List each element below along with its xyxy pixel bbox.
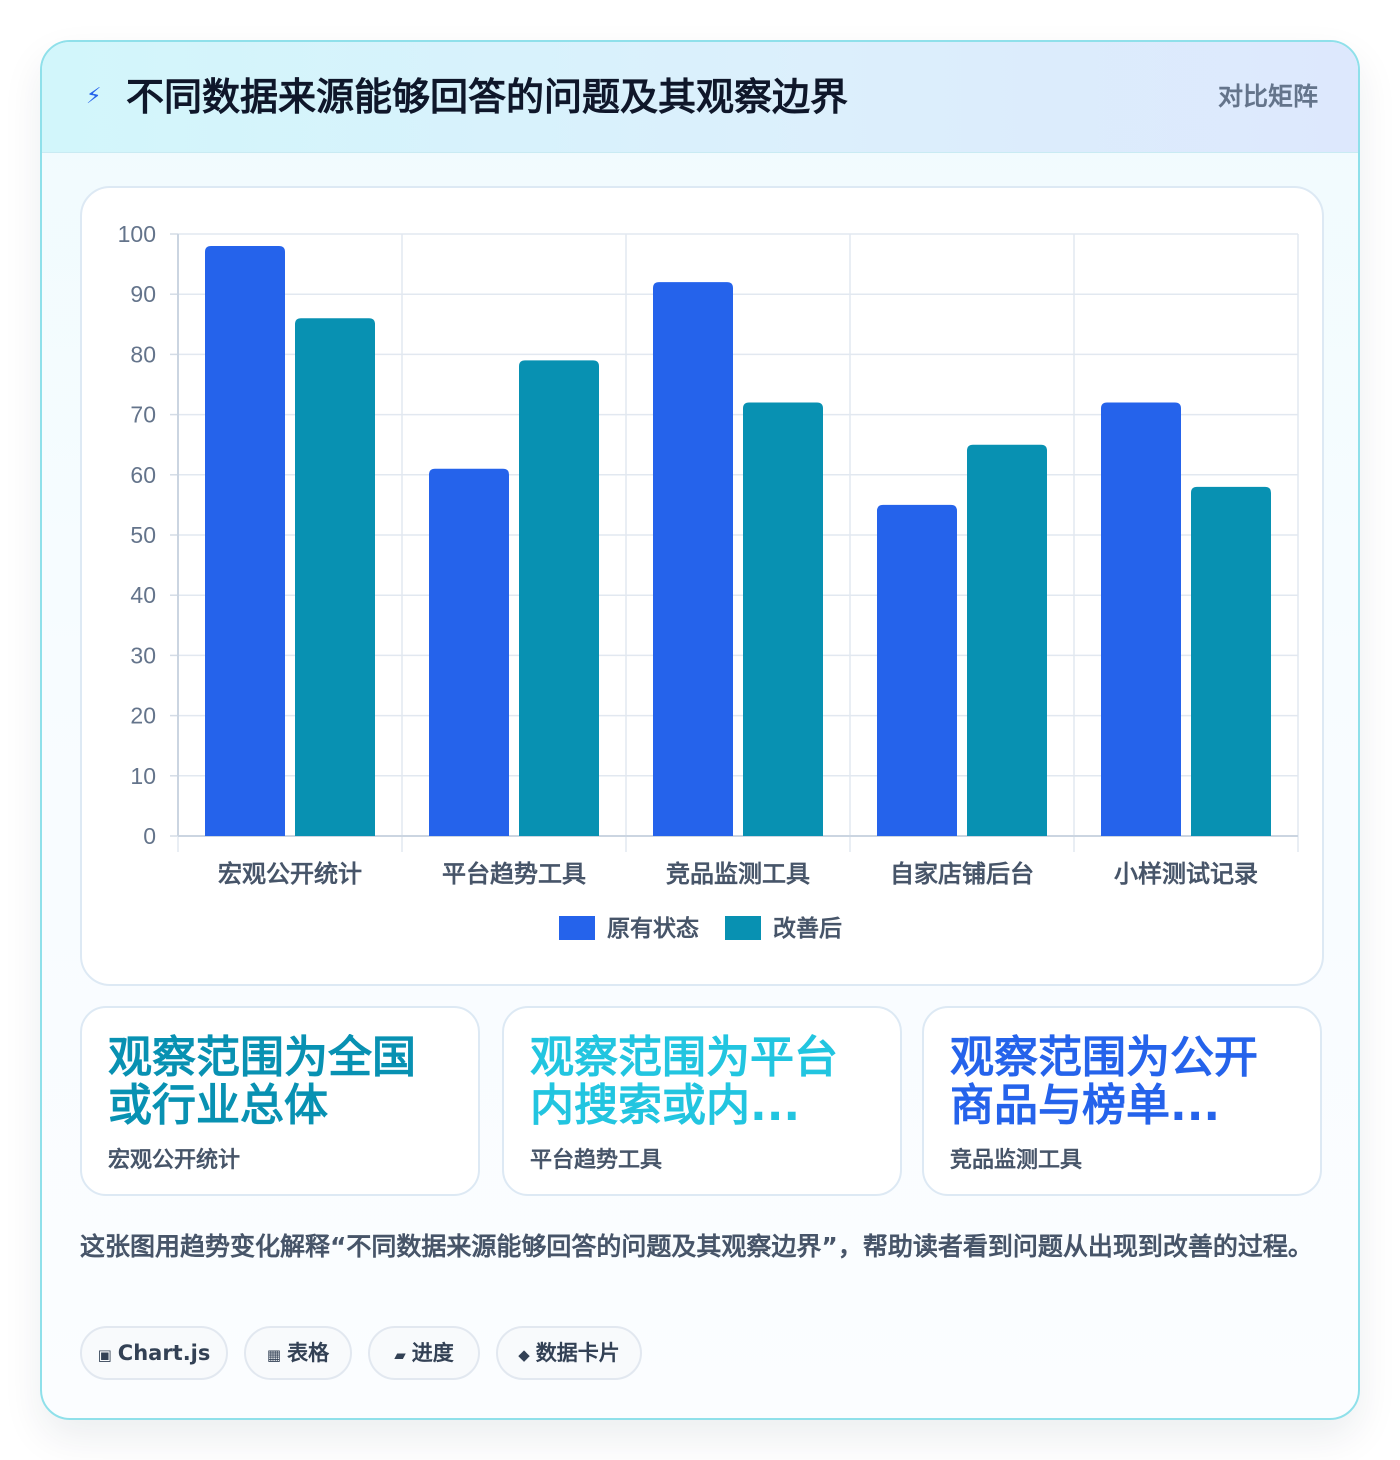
- y-tick-label: 20: [130, 703, 156, 729]
- bar: [1101, 402, 1181, 836]
- y-tick-label: 50: [130, 522, 156, 548]
- stat-label: 竞品监测工具: [950, 1148, 1083, 1173]
- tag-data-card[interactable]: ◆ 数据卡片: [496, 1326, 642, 1380]
- card-header: ⚡ 不同数据来源能够回答的问题及其观察边界 对比矩阵: [42, 42, 1358, 153]
- y-tick-label: 60: [130, 462, 156, 488]
- square-icon: ▣: [97, 1346, 112, 1364]
- bar: [205, 246, 285, 836]
- chart-description: 这张图用趋势变化解释“不同数据来源能够回答的问题及其观察边界”，帮助读者看到问题…: [80, 1232, 1313, 1261]
- y-tick-label: 10: [130, 763, 156, 789]
- x-tick-label: 竞品监测工具: [666, 860, 810, 888]
- chart-panel: 0 10 20 30 40 50 60 70 80 90 100 宏观公开统计 平台趋势工具 竞品监测工具…: [80, 186, 1324, 986]
- stat-label: 宏观公开统计: [108, 1148, 241, 1173]
- lightning-icon: ⚡: [86, 84, 102, 109]
- stat-value: 观察范围为公开商品与榜单...: [950, 1034, 1258, 1130]
- x-tick-label: 宏观公开统计: [218, 860, 362, 888]
- page-title: 不同数据来源能够回答的问题及其观察边界: [126, 75, 849, 119]
- legend-label: 改善后: [773, 915, 842, 942]
- y-tick-label: 0: [143, 823, 156, 849]
- diamond-icon: ◆: [518, 1346, 530, 1364]
- y-tick-label: 90: [130, 281, 156, 307]
- stat-value: 观察范围为全国或行业总体: [108, 1034, 416, 1130]
- bar: [967, 444, 1047, 836]
- legend-swatch: [725, 916, 761, 940]
- bar: [877, 504, 957, 836]
- stat-card: 观察范围为平台内搜索或内... 平台趋势工具: [502, 1006, 902, 1196]
- stat-cards: 观察范围为全国或行业总体 宏观公开统计 观察范围为平台内搜索或内... 平台趋势…: [80, 1006, 1324, 1196]
- bar: [653, 282, 733, 836]
- legend-swatch: [559, 916, 595, 940]
- y-tick-label: 100: [118, 221, 156, 247]
- y-tick-label: 80: [130, 341, 156, 367]
- stat-value: 观察范围为平台内搜索或内...: [530, 1034, 838, 1130]
- x-tick-label: 自家店铺后台: [890, 860, 1034, 888]
- bar: [519, 360, 599, 836]
- legend-label: 原有状态: [607, 915, 699, 942]
- grid-icon: ▦: [266, 1346, 282, 1364]
- tag-label: 数据卡片: [535, 1341, 620, 1365]
- tag-chartjs[interactable]: ▣ Chart.js: [80, 1326, 228, 1380]
- stat-card: 观察范围为全国或行业总体 宏观公开统计: [80, 1006, 480, 1196]
- bar: [295, 318, 375, 836]
- bar: [1191, 486, 1271, 836]
- tag-progress[interactable]: ▰ 进度: [368, 1326, 480, 1380]
- stat-card: 观察范围为公开商品与榜单... 竞品监测工具: [922, 1006, 1322, 1196]
- matrix-badge: 对比矩阵: [1217, 82, 1318, 111]
- x-tick-label: 平台趋势工具: [442, 860, 586, 888]
- bar: [429, 468, 509, 836]
- tag-label: Chart.js: [117, 1341, 211, 1365]
- y-tick-label: 70: [130, 402, 156, 428]
- tag-table[interactable]: ▦ 表格: [244, 1326, 352, 1380]
- y-tick-label: 30: [130, 642, 156, 668]
- tag-label: 表格: [287, 1341, 330, 1365]
- y-tick-label: 40: [130, 582, 156, 608]
- progress-icon: ▰: [394, 1346, 406, 1364]
- x-tick-label: 小样测试记录: [1114, 860, 1258, 888]
- bar-chart: 0 10 20 30 40 50 60 70 80 90 100 宏观公开统计 平台趋势工具 竞品监测工具…: [118, 221, 1299, 942]
- stat-label: 平台趋势工具: [530, 1148, 663, 1173]
- comparison-card: ⚡ 不同数据来源能够回答的问题及其观察边界 对比矩阵 0 10 20 30 40 50 60…: [40, 40, 1360, 1420]
- bar: [743, 402, 823, 836]
- tag-label: 进度: [411, 1341, 454, 1365]
